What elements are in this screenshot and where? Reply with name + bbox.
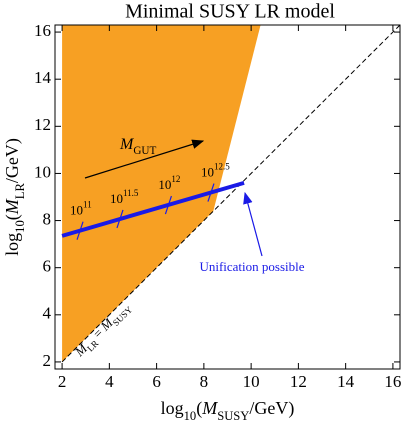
y-tick-label: 12 — [34, 115, 51, 134]
x-tick-label: 10 — [243, 372, 260, 391]
annotation: Unification possible — [199, 259, 304, 274]
label-part: log — [2, 233, 22, 256]
y-tick-label: 4 — [43, 304, 52, 323]
label-part: SUSY — [217, 409, 249, 423]
label-part: M — [201, 398, 218, 418]
scale-exponent: 12.5 — [214, 162, 230, 172]
scale-tick — [76, 221, 84, 240]
y-axis-label: log10(MLR/GeV) — [2, 138, 27, 256]
scale-base: 10 — [70, 203, 83, 218]
label-part: /GeV) — [249, 398, 294, 419]
scale-label: 1012 — [158, 174, 180, 192]
scale-base: 10 — [158, 177, 171, 192]
label-part: LR — [13, 183, 27, 200]
label-part: M — [2, 198, 22, 215]
label-part: ( — [196, 398, 202, 419]
gut-label: MGUT — [119, 136, 156, 157]
scale-tick — [164, 195, 172, 215]
annotation-arrow — [243, 191, 263, 257]
x-axis-label: log10(MSUSY/GeV) — [161, 398, 295, 423]
chart-title: Minimal SUSY LR model — [125, 1, 335, 23]
label-part: 10 — [13, 220, 27, 233]
scale-tick — [116, 209, 124, 229]
x-tick-label: 12 — [290, 372, 307, 391]
scale-tick — [207, 183, 215, 202]
label-part: log — [161, 398, 184, 418]
x-tick-label: 8 — [200, 372, 209, 391]
unification-line — [61, 180, 245, 238]
allowed-region — [62, 25, 261, 362]
y-tick-label: 16 — [34, 21, 51, 40]
x-tick-label: 6 — [152, 372, 161, 391]
gut-arrow — [84, 139, 205, 179]
y-tick-label: 2 — [43, 351, 52, 370]
y-tick-label: 8 — [43, 209, 52, 228]
scale-base: 10 — [110, 191, 123, 206]
y-tick-label: 10 — [34, 162, 51, 181]
label-part: GUT — [133, 145, 156, 157]
scale-base: 10 — [201, 165, 214, 180]
scale-label: 1011 — [70, 200, 92, 218]
y-tick-label: 14 — [34, 68, 52, 87]
scale-label: 1011.5 — [110, 188, 139, 206]
scale-exponent: 12 — [171, 174, 180, 184]
scale-exponent: 11.5 — [123, 188, 139, 198]
x-tick-label: 16 — [384, 372, 401, 391]
scale-exponent: 11 — [83, 200, 92, 210]
label-part: M — [119, 136, 135, 153]
label-part: 10 — [184, 409, 197, 423]
label-part: /GeV) — [2, 138, 23, 183]
x-tick-label: 14 — [337, 372, 355, 391]
x-tick-label: 2 — [58, 372, 67, 391]
plot-frame — [54, 24, 401, 370]
y-tick-label: 6 — [43, 257, 52, 276]
x-tick-label: 4 — [105, 372, 114, 391]
label-part: ( — [2, 214, 23, 220]
scale-label: 1012.5 — [201, 162, 230, 180]
